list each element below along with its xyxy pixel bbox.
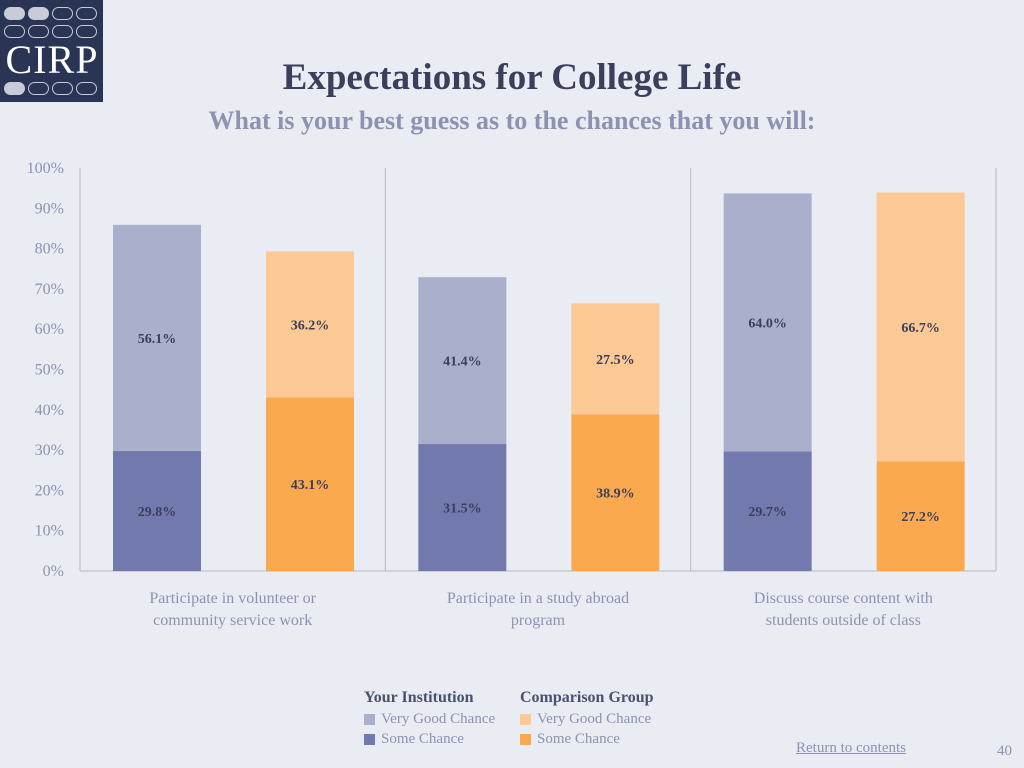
legend-label: Very Good Chance [381,710,496,727]
page-subtitle: What is your best guess as to the chance… [208,106,816,135]
logo-dots-row [4,7,97,20]
legend-comparison: Comparison Group Very Good Chance Some C… [520,689,654,749]
legend-label: Some Chance [381,730,464,747]
logo-dots-row [4,82,97,95]
x-category-label: Discuss course content with [754,590,933,607]
y-tick-label: 10% [35,523,64,540]
data-label: 29.8% [138,505,177,520]
legend-item: Some Chance [364,729,495,749]
page-number: 40 [997,743,1012,759]
legend-swatch-inst-some [364,733,375,745]
y-tick-label: 70% [35,281,64,298]
data-label: 27.2% [901,510,940,525]
y-tick-label: 40% [35,402,64,419]
page-title: Expectations for College Life [282,57,742,98]
x-category-label: Participate in volunteer or [149,590,316,607]
y-tick-label: 50% [35,362,64,379]
bar-segment [418,277,507,445]
data-label: 43.1% [291,478,330,493]
legend-swatch-comp-very-good [520,713,531,725]
bar-segment [266,251,354,398]
stacked-bar-chart: 0% 10% 20% 30% 40% 50% 60% 70% 80% 90% 100% 29.8% 56… [27,160,997,629]
data-label: 29.7% [748,505,787,520]
bar-segment [876,461,965,571]
logo-dots-row [4,25,97,38]
y-tick-label: 30% [35,442,64,459]
data-label: 64.0% [748,316,787,331]
legend-item: Some Chance [520,729,654,749]
logo-wordmark: CIRP [5,37,99,82]
data-label: 41.4% [443,355,482,370]
legend-label: Very Good Chance [537,710,652,727]
legend-institution: Your Institution Very Good Chance Some C… [364,689,495,749]
legend-item: Very Good Chance [520,709,654,729]
return-to-contents-link[interactable]: Return to contents [796,740,906,756]
x-category-label: program [511,612,566,629]
data-label: 38.9% [596,487,635,502]
bar-segment [571,414,660,571]
y-tick-label: 90% [35,200,64,217]
y-tick-label: 60% [35,321,64,338]
x-category-label: community service work [153,612,312,629]
data-label: 27.5% [596,353,635,368]
data-label: 56.1% [138,332,177,347]
legend-item: Very Good Chance [364,709,495,729]
legend-swatch-inst-very-good [364,713,375,725]
data-label: 36.2% [291,318,330,333]
legend-label: Some Chance [537,730,620,747]
bar-segment [723,193,812,452]
x-category-label: students outside of class [766,612,921,629]
legend-institution-title: Your Institution [364,689,474,706]
bar-segment [113,224,201,451]
y-tick-label: 0% [43,563,64,580]
y-tick-label: 100% [27,160,64,177]
legend-comparison-title: Comparison Group [520,689,654,706]
bar-segment [418,444,507,571]
legend-swatch-comp-some [520,733,531,745]
bar-segment [876,192,965,462]
bar-segment [266,397,354,571]
bar-segment [723,451,812,571]
x-category-label: Participate in a study abroad [447,590,629,607]
bar-segment [571,303,660,415]
data-label: 31.5% [443,502,482,517]
bar-segment [113,450,201,571]
data-label: 66.7% [901,321,940,336]
cirp-logo: CIRP [0,0,103,102]
y-tick-label: 80% [35,241,64,258]
y-tick-label: 20% [35,482,64,499]
